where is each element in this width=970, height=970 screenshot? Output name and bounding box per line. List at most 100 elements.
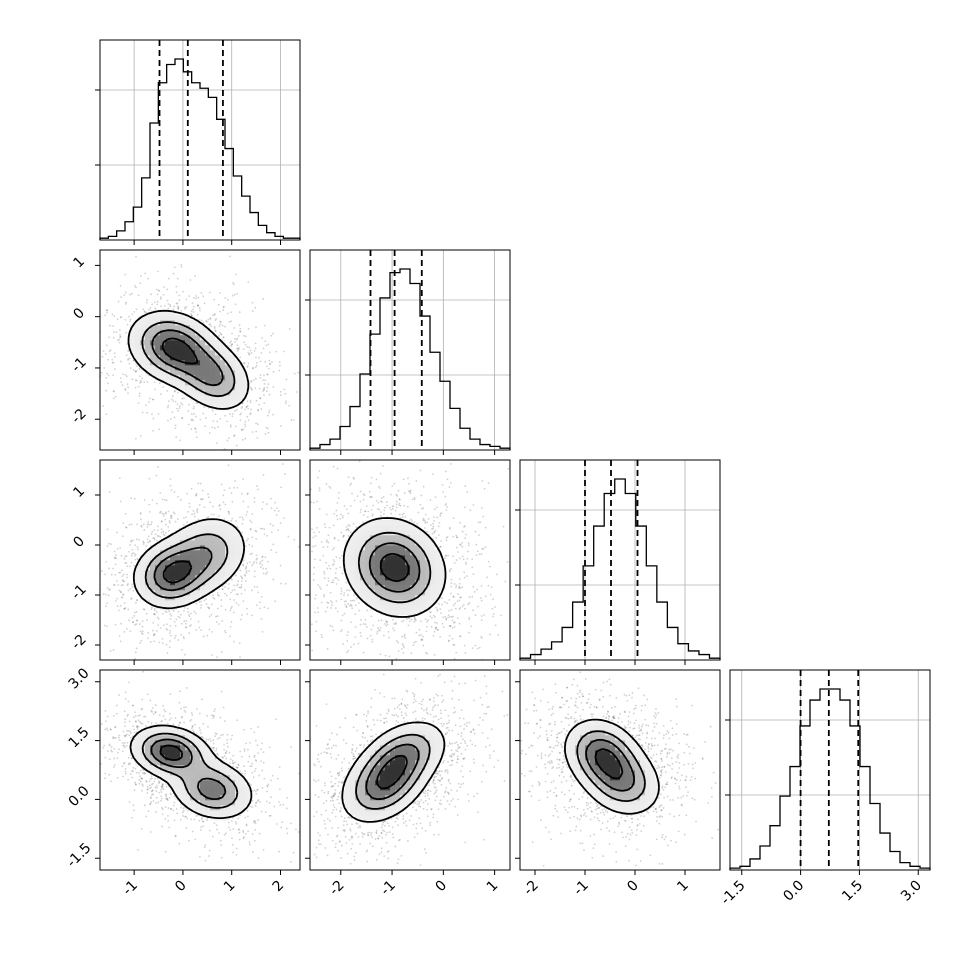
density-cell (170, 360, 176, 366)
sample-point (345, 606, 348, 609)
sample-point (118, 244, 120, 246)
sample-point (346, 589, 349, 592)
density-cell (140, 575, 146, 581)
sample-point (208, 606, 211, 609)
sample-point (228, 512, 231, 515)
sample-point (473, 591, 476, 593)
sample-point (241, 531, 244, 534)
density-cell (160, 365, 166, 371)
sample-point (180, 633, 183, 636)
sample-point (363, 494, 366, 496)
sample-point (139, 282, 142, 285)
sample-point (212, 420, 215, 423)
density-cell (185, 355, 191, 361)
sample-point (415, 640, 417, 643)
density-cell (165, 540, 171, 546)
density-cell (225, 365, 231, 371)
density-cell (205, 335, 211, 341)
sample-point (254, 342, 257, 345)
sample-point (281, 463, 284, 465)
sample-point (178, 294, 181, 297)
sample-point (130, 523, 133, 526)
sample-point (401, 620, 403, 623)
sample-point (130, 597, 133, 600)
sample-point (115, 579, 118, 582)
sample-point (173, 305, 176, 308)
sample-point (409, 489, 412, 492)
sample-point (165, 499, 168, 502)
sample-point (251, 536, 254, 539)
sample-point (108, 542, 110, 545)
sample-point (446, 506, 449, 509)
sample-point (240, 584, 243, 586)
sample-point (252, 562, 255, 565)
sample-point (377, 501, 380, 504)
sample-point (376, 632, 378, 635)
sample-point (193, 413, 195, 415)
sample-point (172, 308, 175, 311)
sample-point (248, 569, 250, 572)
density-cell (130, 350, 136, 356)
sample-point (135, 619, 138, 622)
sample-point (197, 304, 199, 307)
sample-point (255, 554, 258, 557)
sample-point (125, 331, 127, 334)
density-cell (200, 340, 206, 346)
contour-line (132, 518, 246, 610)
sample-point (170, 515, 173, 517)
sample-point (449, 625, 452, 628)
sample-point (236, 526, 239, 529)
density-cell (220, 520, 226, 526)
sample-point (135, 286, 137, 289)
sample-point (235, 574, 237, 577)
sample-point (249, 412, 252, 415)
sample-point (334, 607, 337, 610)
sample-point (125, 562, 128, 565)
sample-point (337, 497, 340, 500)
sample-point (202, 321, 205, 324)
sample-point (254, 366, 257, 369)
density-cell (170, 370, 176, 376)
sample-point (472, 573, 475, 576)
density-cell (345, 550, 351, 556)
sample-point (345, 525, 348, 528)
sample-point (306, 623, 308, 625)
sample-point (335, 556, 338, 558)
density-cell (185, 335, 191, 341)
sample-point (265, 426, 268, 429)
sample-point (194, 428, 197, 430)
density-cell (370, 525, 376, 531)
density-cell (215, 345, 221, 351)
sample-point (121, 596, 124, 599)
sample-point (160, 305, 163, 308)
sample-point (126, 576, 128, 579)
sample-point (171, 411, 174, 414)
sample-point (244, 574, 247, 577)
panel-frame (519, 459, 721, 661)
sample-point (148, 523, 150, 526)
density-cell (365, 585, 371, 591)
density-cell (210, 560, 216, 566)
sample-point (186, 521, 188, 523)
sample-point (227, 464, 230, 467)
sample-point (356, 495, 359, 498)
sample-point (225, 594, 228, 597)
sample-point (242, 428, 245, 431)
density-cell (365, 560, 371, 566)
sample-point (195, 628, 198, 631)
sample-point (230, 477, 232, 479)
sample-point (172, 400, 175, 402)
sample-point (203, 406, 206, 408)
sample-point (255, 422, 258, 425)
density-cell (200, 535, 206, 541)
density-cell (150, 330, 156, 336)
sample-point (185, 298, 188, 301)
sample-point (425, 651, 427, 654)
sample-point (147, 277, 149, 280)
sample-point (467, 603, 470, 605)
sample-point (120, 595, 123, 598)
sample-point (325, 539, 328, 542)
sample-point (261, 564, 264, 566)
sample-point (459, 607, 462, 609)
sample-point (267, 560, 269, 563)
